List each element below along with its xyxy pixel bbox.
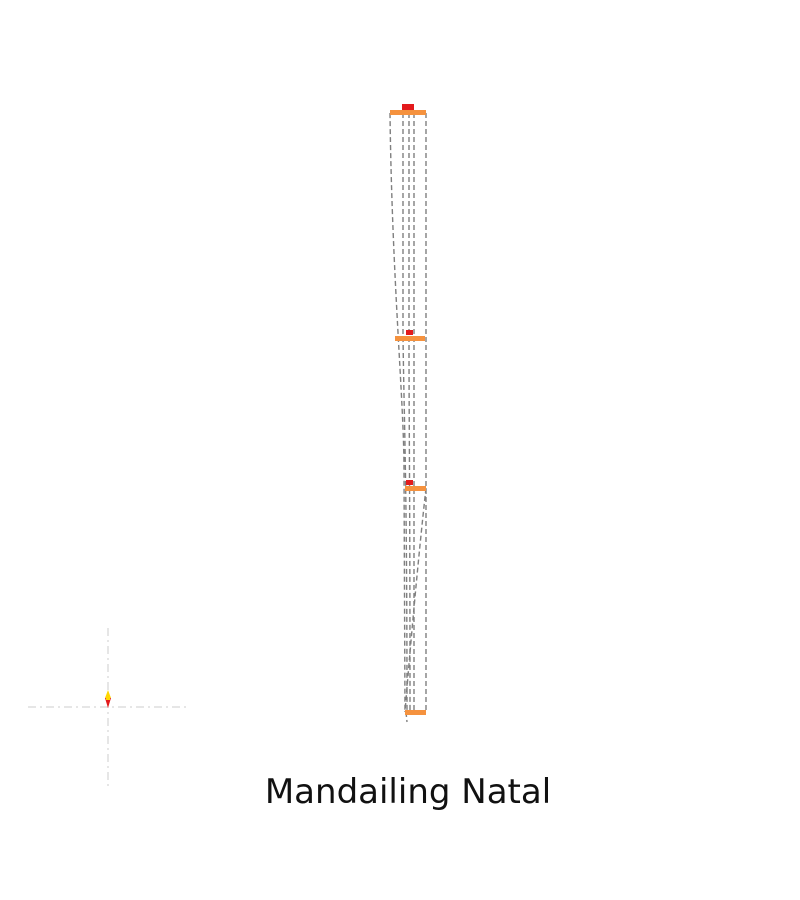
band-top [390, 110, 426, 115]
bands [390, 110, 426, 715]
compass-rose-icon [105, 690, 111, 708]
dashed-column [389, 105, 427, 723]
marker-middle [406, 480, 413, 485]
markers [402, 104, 414, 485]
band-upper [395, 336, 425, 341]
marker-top [402, 104, 414, 110]
band-bottom [405, 710, 426, 715]
inner-left-line [402, 113, 408, 713]
diagonal-line [404, 487, 427, 713]
band-middle [405, 486, 426, 491]
marker-upper [406, 330, 413, 335]
diagram-title: Mandailing Natal [264, 772, 552, 812]
center-line [408, 105, 411, 713]
